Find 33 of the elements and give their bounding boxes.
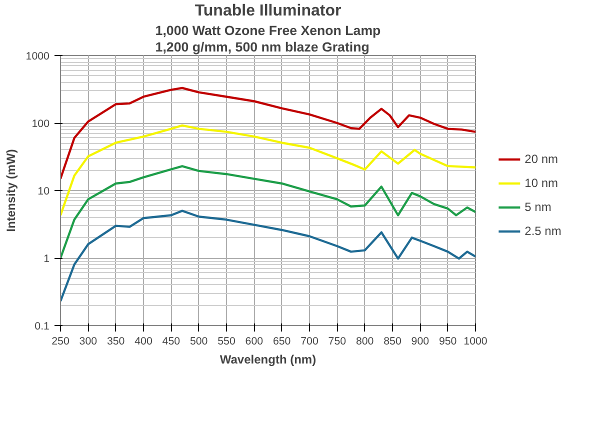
x-axis-title: Wavelength (nm) (220, 352, 316, 366)
line-series (60, 210, 476, 302)
x-tick-label: 550 (218, 336, 236, 348)
x-tick-label: 400 (134, 336, 152, 348)
x-tick-label: 600 (245, 336, 264, 348)
y-axis-title: Intensity (mW) (4, 149, 18, 232)
legend-label: 2.5 nm (524, 224, 562, 238)
x-tick-label: 750 (328, 336, 346, 348)
legend-label: 5 nm (524, 200, 552, 214)
y-tick-label: 1 (44, 253, 50, 265)
x-tick-label: 1000 (464, 336, 488, 348)
x-tick-label: 850 (384, 336, 402, 348)
legend-label: 20 nm (524, 152, 558, 166)
y-tick-label: 10 (38, 186, 50, 198)
y-tick-label: 100 (32, 118, 50, 130)
line-series (60, 86, 476, 180)
y-tick-label: 0.1 (34, 320, 50, 332)
x-tick-label: 500 (190, 336, 208, 348)
chart-title: Tunable Illuminator (194, 2, 342, 20)
x-tick-label: 350 (106, 336, 125, 348)
x-tick-label: 300 (79, 336, 98, 348)
y-tick-label: 1000 (26, 50, 50, 62)
x-tick-label: 950 (438, 336, 457, 348)
x-tick-label: 900 (411, 336, 430, 348)
chart-subtitle: 1,000 Watt Ozone Free Xenon Lamp 1,200 g/mm, 500 nm blaze Grating (155, 23, 381, 54)
x-tick-label: 450 (162, 336, 180, 348)
x-tick-label: 800 (356, 336, 374, 348)
line-series (60, 165, 476, 260)
legend-label: 10 nm (524, 176, 558, 190)
x-tick-label: 700 (300, 336, 318, 348)
line-series (60, 124, 476, 216)
x-tick-label: 650 (272, 336, 291, 348)
x-tick-label: 250 (52, 336, 70, 348)
